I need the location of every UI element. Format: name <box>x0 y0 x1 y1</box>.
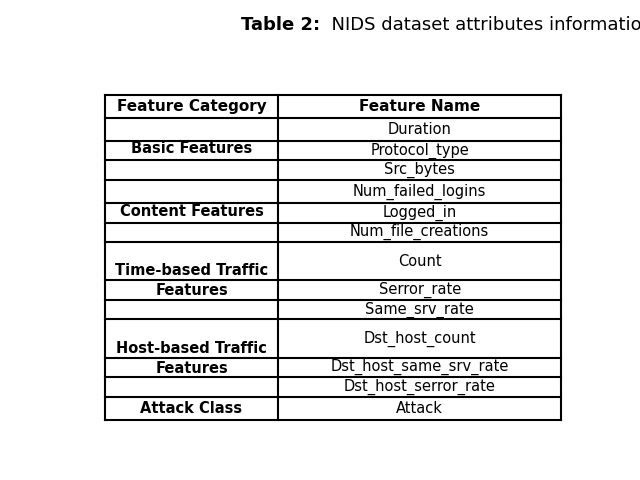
Text: Attack: Attack <box>396 401 443 416</box>
Text: Dst_host_serror_rate: Dst_host_serror_rate <box>344 379 495 395</box>
Text: Count: Count <box>398 254 442 269</box>
Text: Serror_rate: Serror_rate <box>378 282 461 298</box>
Text: Dst_host_same_srv_rate: Dst_host_same_srv_rate <box>330 359 509 375</box>
Text: Attack Class: Attack Class <box>140 401 243 416</box>
Text: Time-based Traffic
Features: Time-based Traffic Features <box>115 264 268 298</box>
Text: Num_file_creations: Num_file_creations <box>350 224 490 240</box>
Text: Protocol_type: Protocol_type <box>371 143 469 158</box>
Text: Logged_in: Logged_in <box>383 204 457 221</box>
Text: Duration: Duration <box>388 121 452 137</box>
Text: Table 2:: Table 2: <box>241 16 320 34</box>
Text: NIDS dataset attributes information: NIDS dataset attributes information <box>320 16 640 34</box>
Text: Dst_host_count: Dst_host_count <box>364 330 476 347</box>
Text: Basic Features: Basic Features <box>131 141 252 156</box>
Text: Feature Name: Feature Name <box>359 98 480 114</box>
Text: Src_bytes: Src_bytes <box>384 162 455 178</box>
Text: Num_failed_logins: Num_failed_logins <box>353 183 486 200</box>
Text: Feature Category: Feature Category <box>116 98 266 114</box>
Text: Content Features: Content Features <box>120 204 264 218</box>
Text: Same_srv_rate: Same_srv_rate <box>365 301 474 318</box>
Text: Host-based Traffic
Features: Host-based Traffic Features <box>116 341 267 375</box>
